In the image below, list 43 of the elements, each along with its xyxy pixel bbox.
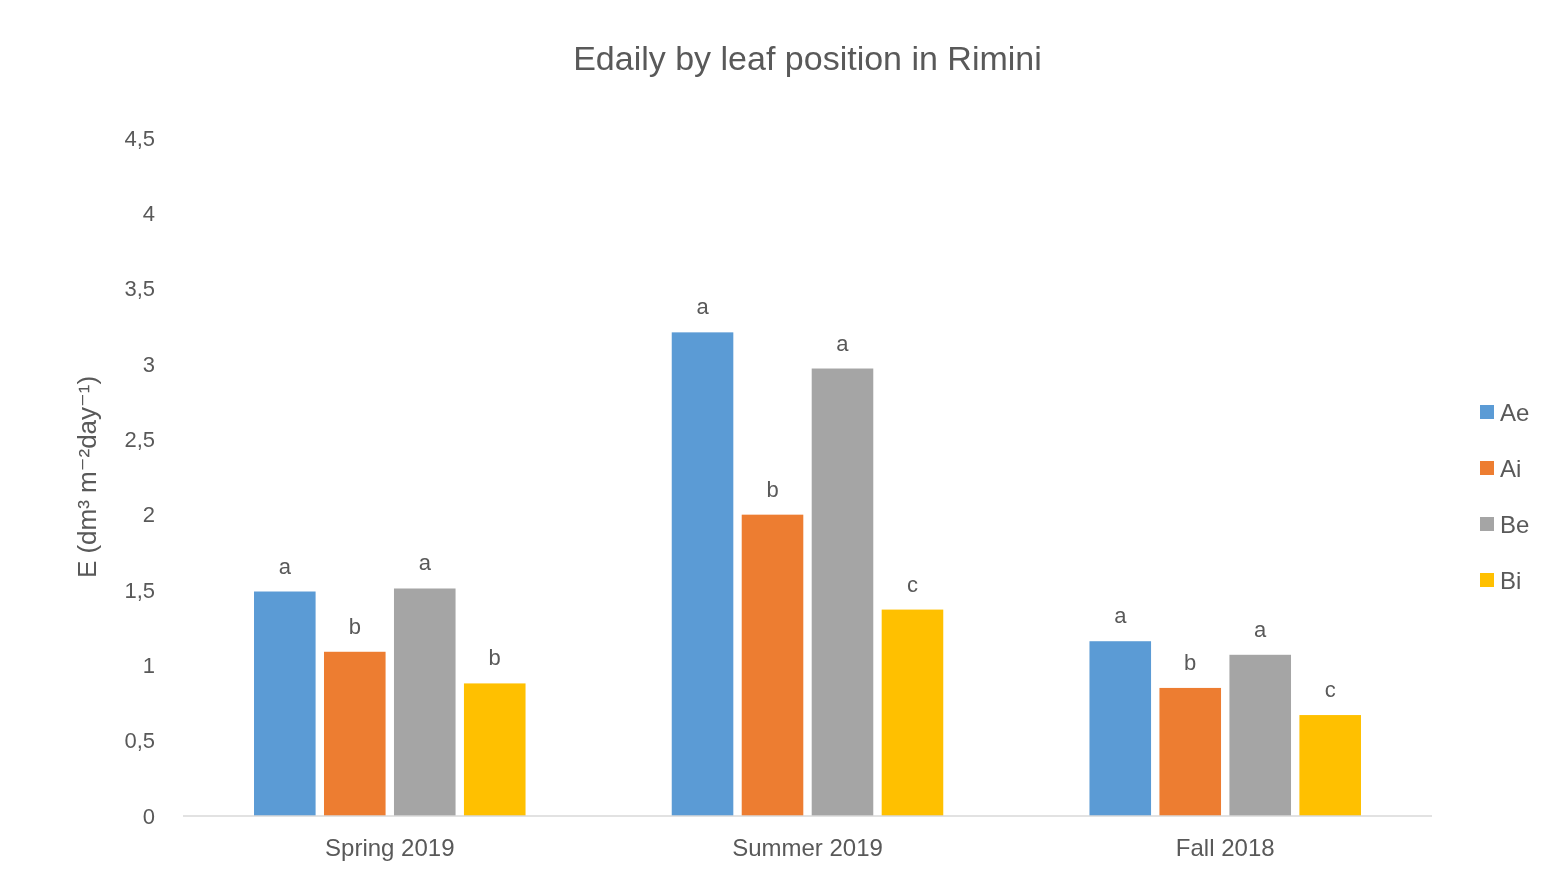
y-tick-label: 4,5 [124,125,155,151]
bar [881,609,944,816]
data-label: a [1114,603,1128,629]
bar [741,514,804,816]
bar [1159,687,1222,816]
data-label: a [696,294,710,320]
bar [1299,715,1361,816]
bar [323,651,386,816]
y-tick-label: 4 [142,201,155,227]
legend-label: Ae [1500,399,1530,427]
x-tick-label: Summer 2019 [732,834,883,861]
bar [1229,654,1291,816]
chart-title: Edaily by leaf position in Rimini [573,39,1042,77]
data-label: a [278,553,292,579]
data-label: c [906,571,918,597]
bar [254,591,316,816]
bar [463,683,526,816]
bar [393,588,456,816]
data-label: a [418,550,432,576]
y-tick-label: 0,5 [124,728,155,754]
data-label: a [1254,616,1268,642]
y-tick-label: 1 [142,653,155,679]
x-tick-label: Fall 2018 [1175,834,1275,861]
y-tick-label: 1,5 [124,577,155,603]
y-tick-label: 2,5 [124,427,155,453]
y-tick-label: 3 [142,351,155,377]
data-label: b [348,613,361,639]
y-tick-label: 0 [142,803,155,829]
bar [811,368,874,816]
legend-label: Be [1500,511,1530,539]
y-tick-label: 3,5 [124,276,155,302]
data-label: b [766,476,779,502]
legend-label: Ai [1500,455,1522,483]
x-tick-label: Spring 2019 [325,834,455,861]
data-label: a [836,330,850,356]
data-label: c [1324,677,1336,703]
data-label: b [1184,649,1197,675]
bar [671,332,734,816]
data-label: b [488,645,501,671]
y-axis-title: E (dm³ m⁻²day⁻¹) [72,375,102,579]
bar [1089,641,1152,816]
y-tick-label: 2 [142,502,155,528]
legend-label: Bi [1500,567,1522,595]
